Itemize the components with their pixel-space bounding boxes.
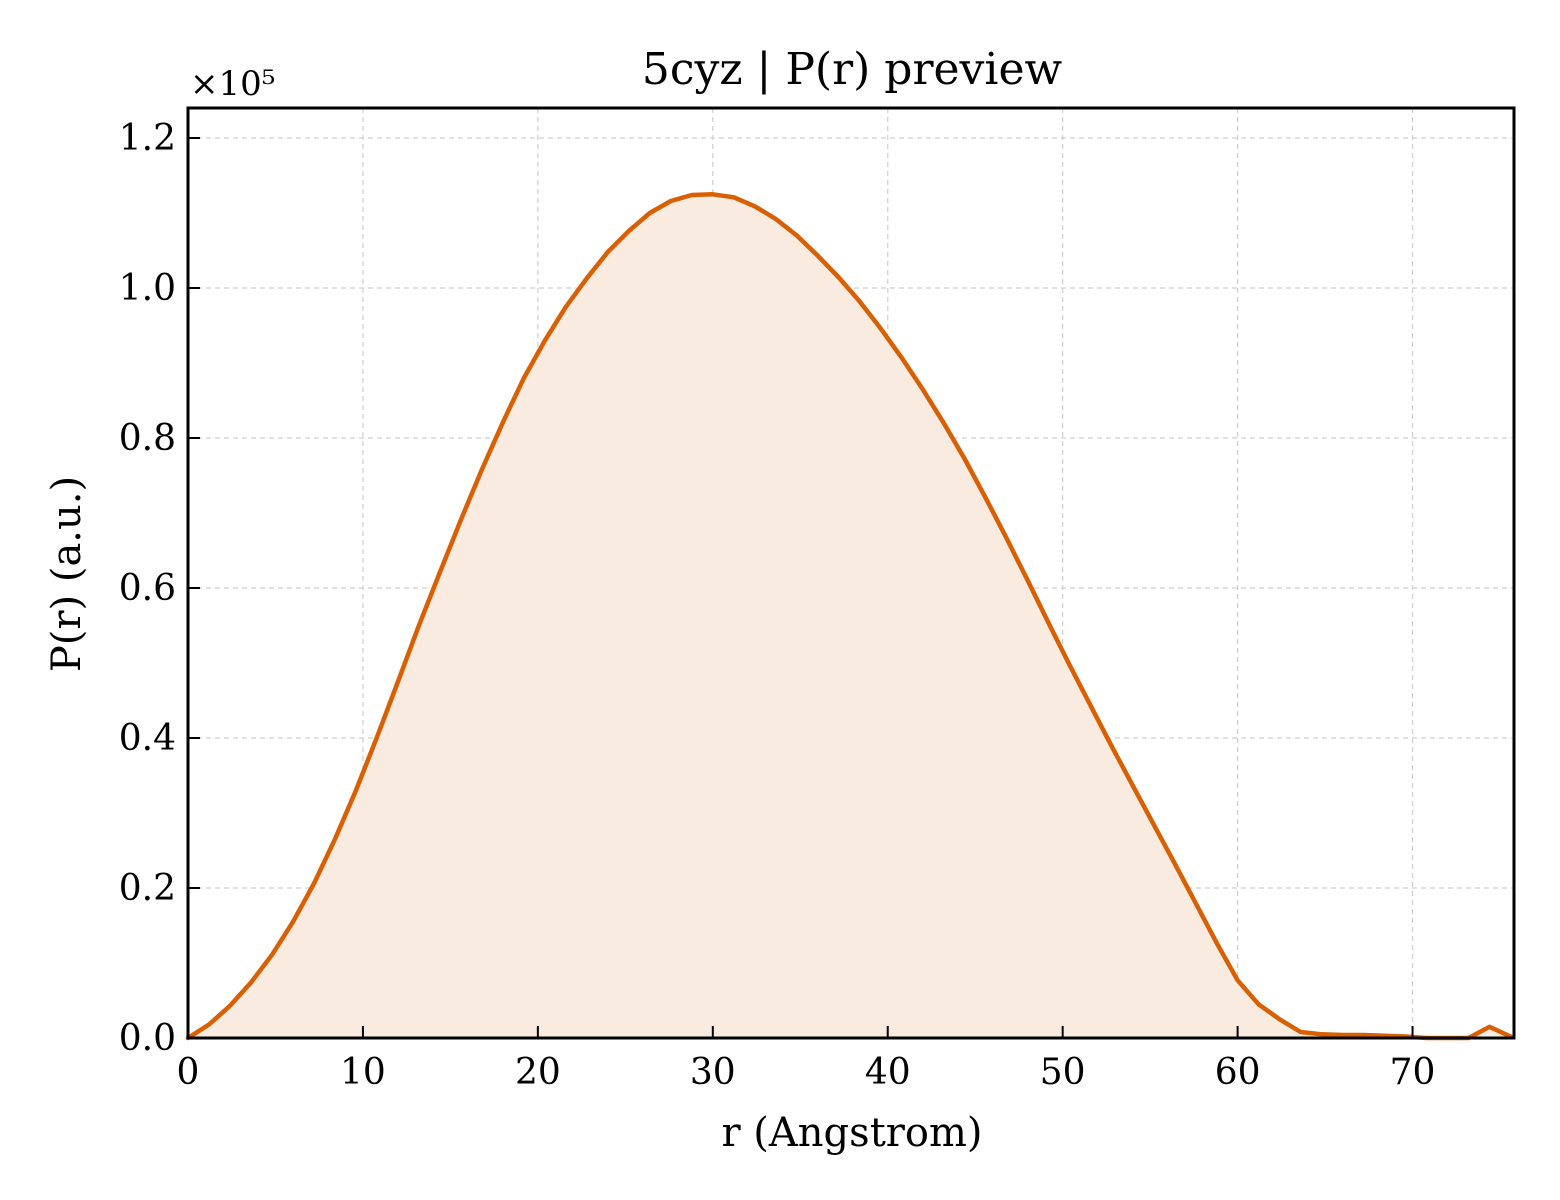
y-axis-label: P(r) (a.u.) [44, 476, 90, 672]
x-axis-label: r (Angstrom) [721, 1110, 982, 1156]
x-tick-label: 50 [1040, 1052, 1086, 1093]
area-fill [188, 194, 1511, 1039]
y-tick-label: 0.0 [119, 1018, 176, 1059]
y-tick-label: 0.8 [119, 418, 176, 459]
y-tick-label: 1.0 [119, 268, 176, 309]
x-tick-label: 60 [1215, 1052, 1261, 1093]
y-tick-label: 0.4 [119, 718, 176, 759]
x-tick-label: 30 [690, 1052, 736, 1093]
axis-ticks: 0 10 20 30 40 50 60 70 0.0 0.2 0.4 0.6 0.8 1.0 1.2 [119, 118, 1436, 1093]
x-tick-label: 70 [1390, 1052, 1436, 1093]
y-tick-label: 1.2 [119, 118, 176, 159]
y-tick-label: 0.6 [119, 568, 176, 609]
x-tick-label: 40 [865, 1052, 911, 1093]
x-tick-label: 10 [340, 1052, 386, 1093]
plot-frame [186, 106, 1516, 1040]
y-tick-label: 0.2 [119, 868, 176, 909]
x-tick-label: 0 [177, 1052, 200, 1093]
chart-title: 5cyz | P(r) preview [642, 44, 1063, 95]
x-tick-label: 20 [515, 1052, 561, 1093]
series-line [185, 192, 1513, 1041]
y-multiplier-label: ×10⁵ [190, 64, 275, 104]
